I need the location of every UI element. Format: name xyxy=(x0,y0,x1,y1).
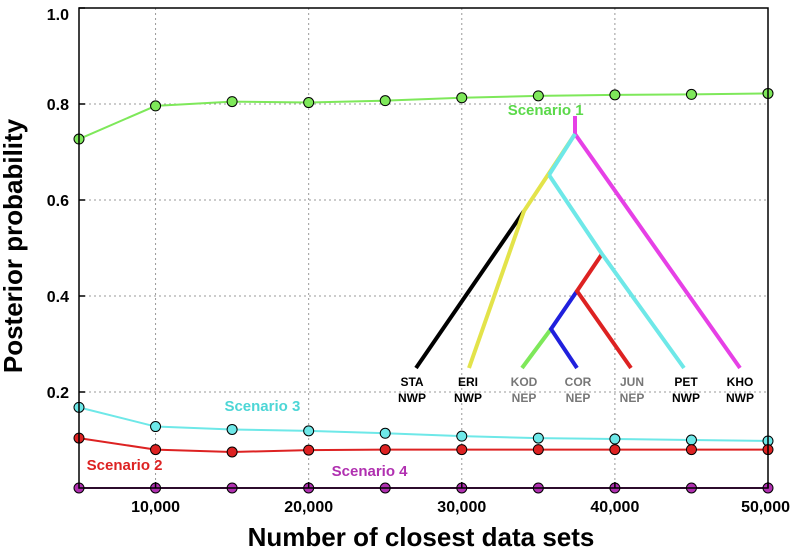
plot-area xyxy=(79,8,768,488)
tree-leaf-region: NWP xyxy=(726,391,754,405)
scenario-2-point xyxy=(226,446,238,458)
tree-branch-kod xyxy=(520,327,553,370)
x-axis-title: Number of closest data sets xyxy=(248,522,595,551)
y-tick-label: 0.8 xyxy=(47,97,69,114)
tree-leaf-region: NWP xyxy=(454,391,482,405)
scenario-1-point xyxy=(303,97,315,109)
tree-leaf-code: PET xyxy=(674,375,698,389)
scenario-2-point xyxy=(456,444,468,456)
scenario-3-label: Scenario 3 xyxy=(224,398,300,415)
axis-ticks: 10,000 20,000 30,000 40,000 50,000 0.2 0.4 0.6 0… xyxy=(47,7,790,516)
tree-leaf-region: NWP xyxy=(672,391,700,405)
tree-branch-sta xyxy=(414,209,526,370)
plot-frame xyxy=(78,7,769,489)
tree-branch-cor xyxy=(548,289,579,370)
scenario-3-line xyxy=(78,406,769,442)
scenario-1-point xyxy=(685,88,697,100)
scenario-1-label: Scenario 1 xyxy=(508,102,584,119)
scenario-2-point xyxy=(609,444,621,456)
scenario-3-point xyxy=(456,430,468,442)
scenario-3-point xyxy=(532,432,544,444)
tree-leaf-code: ERI xyxy=(458,375,478,389)
scenario-1-point xyxy=(456,92,468,104)
scenario-1-point xyxy=(379,95,391,107)
scenario-2-point xyxy=(532,444,544,456)
tree-branch-pet xyxy=(547,173,686,370)
tree-leaf-code: KHO xyxy=(727,375,754,389)
tree-leaf-code: JUN xyxy=(620,375,644,389)
x-tick-label: 20,000 xyxy=(284,499,333,516)
y-tick-label: 0.4 xyxy=(47,289,69,306)
scenario-1-point xyxy=(532,90,544,102)
scenario-2-point xyxy=(150,444,162,456)
tree-leaf-region: NEP xyxy=(620,391,645,405)
tree-leaf-code: KOD xyxy=(511,375,538,389)
scenario-1-point xyxy=(609,89,621,101)
scenario-3-point xyxy=(379,427,391,439)
scenario-1-point xyxy=(226,96,238,108)
x-tick-label: 50,000 xyxy=(741,499,790,516)
scenario-3-point xyxy=(150,421,162,433)
tree-branch-jun xyxy=(574,252,633,370)
scenario-3-point xyxy=(303,425,315,437)
scenario-2-label: Scenario 2 xyxy=(87,457,163,474)
x-tick-label: 30,000 xyxy=(437,499,486,516)
tree-leaf-code: COR xyxy=(565,375,592,389)
scenario-3-point xyxy=(685,434,697,446)
scenario-2-line xyxy=(78,437,768,454)
tree-leaf-region: NEP xyxy=(512,391,537,405)
scenario-3-point xyxy=(609,433,621,445)
tree-leaf-code: STA xyxy=(400,375,423,389)
y-tick-label: 0.2 xyxy=(47,385,69,402)
x-tick-label: 10,000 xyxy=(131,499,180,516)
scenario-3-point xyxy=(226,423,238,435)
tree-leaf-region: NEP xyxy=(566,391,591,405)
x-tick-label: 40,000 xyxy=(590,499,639,516)
scenario-2-point xyxy=(303,444,315,456)
scenario-2-point xyxy=(379,444,391,456)
tree-leaf-labels: STA NWP ERI NWP KOD NEP COR NEP JUN NEP PET NWP KHO N… xyxy=(398,375,754,405)
scenario-4-label: Scenario 4 xyxy=(332,463,409,480)
scenario-1-point xyxy=(150,100,162,112)
tree-leaf-region: NWP xyxy=(398,391,426,405)
tree-inset xyxy=(414,116,742,370)
y-tick-label: 0.6 xyxy=(47,193,69,210)
scenario-1-line xyxy=(78,92,769,140)
scenario-2-point xyxy=(685,444,697,456)
y-tick-label: 1.0 xyxy=(47,7,69,24)
tree-branch-mid xyxy=(547,132,577,177)
y-axis-title: Posterior probability xyxy=(0,118,28,373)
